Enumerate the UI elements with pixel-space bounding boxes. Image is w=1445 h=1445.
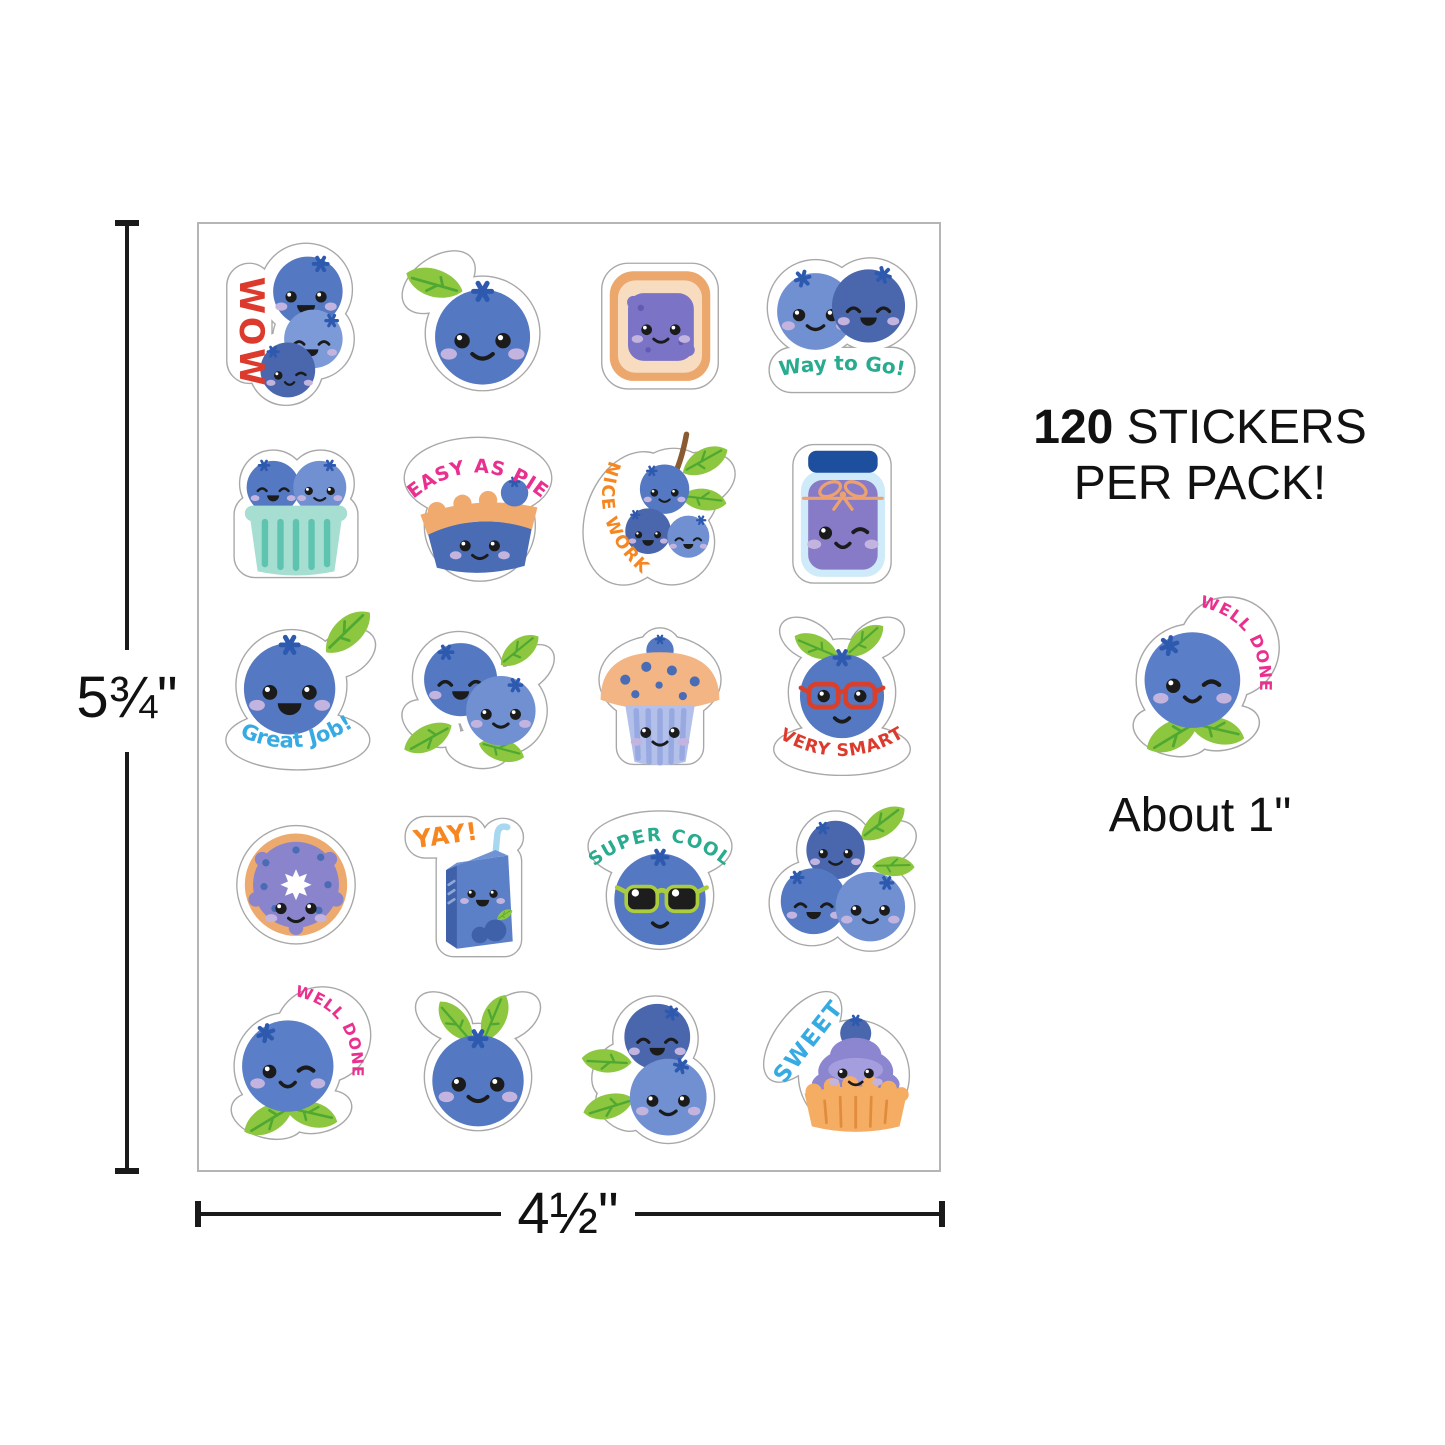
sticker-berry-basket [233,449,359,579]
cell-yay-juice-box: YAY! [387,790,569,975]
height-dim-cap-bottom [115,1168,139,1174]
cell-donut [205,790,387,975]
sticker-donut [236,825,356,945]
cell-well-done: WELL DONE [205,975,387,1160]
cell-way-to-go: Way to Go! [751,234,933,419]
sticker-nice-work: NICE WORK [566,431,745,599]
pack-line2: PER PACK! [1073,457,1327,510]
sample-sticker-well-done: WELL DONE [1126,592,1280,766]
cell-jam-toast [569,234,751,419]
sticker-jam-jar [792,443,892,584]
sticker-berry-two-leaves [405,981,551,1132]
sample-size-label: About 1" [1108,789,1292,842]
cell-jam-jar [751,419,933,604]
sticker-wow-berries: WOW [226,242,355,406]
sticker-berry-trio [768,798,926,953]
pack-count-suffix: STICKERS [1113,401,1367,454]
width-dim-line-right [635,1212,939,1216]
height-dim-line-lower [125,752,129,1170]
width-dim-label: 4½" [517,1181,619,1246]
cell-berry-pair-leaves [387,604,569,789]
cell-easy-as-pie: EASY AS PIE [387,419,569,604]
cell-berry-duo [569,975,751,1160]
pack-count-text: 120 STICKERS PER PACK! [1015,400,1385,512]
sticker-sweet-tart: SWEET [748,978,911,1133]
width-dim-line-left [201,1212,501,1216]
cell-sweet-tart: SWEET [748,975,933,1160]
sticker-blueberry-leaf [390,237,541,392]
cell-berry-two-leaves [387,975,569,1160]
sticker-berry-duo [578,995,716,1145]
sticker-jam-toast [601,262,719,390]
sticker-berry-pair-leaves [393,627,564,774]
height-dim-line-upper [125,226,129,650]
cell-super-cool: SUPER COOL [569,790,751,975]
sticker-great-job: Great Job! [225,602,385,771]
wow-label: WOW [232,276,271,388]
width-dim-cap-right [939,1201,945,1227]
sticker-well-done: WELL DONE [225,983,372,1148]
cell-blueberry-leaf [387,234,569,419]
height-dim-cap-top [115,220,139,226]
height-dim-label: 5¾" [76,665,178,730]
cell-very-smart: VERY SMART [751,604,933,789]
cell-nice-work: NICE WORK [566,419,751,604]
sticker-very-smart: VERY SMART [771,607,913,777]
sticker-muffin [598,627,722,766]
sticker-yay-juice-box: YAY! [404,815,525,958]
pack-count: 120 [1033,401,1114,454]
cell-wow: WOW [205,234,387,419]
sticker-sheet: WOW [197,222,941,1172]
cell-muffin [569,604,751,789]
cell-berry-basket [205,419,387,604]
sticker-way-to-go: Way to Go! [766,256,918,393]
sticker-easy-as-pie: EASY AS PIE [403,436,553,582]
width-dim-cap-left [195,1201,201,1227]
cell-berry-trio [751,790,933,975]
sticker-super-cool: SUPER COOL [585,810,734,951]
cell-great-job: Great Job! [205,602,387,789]
